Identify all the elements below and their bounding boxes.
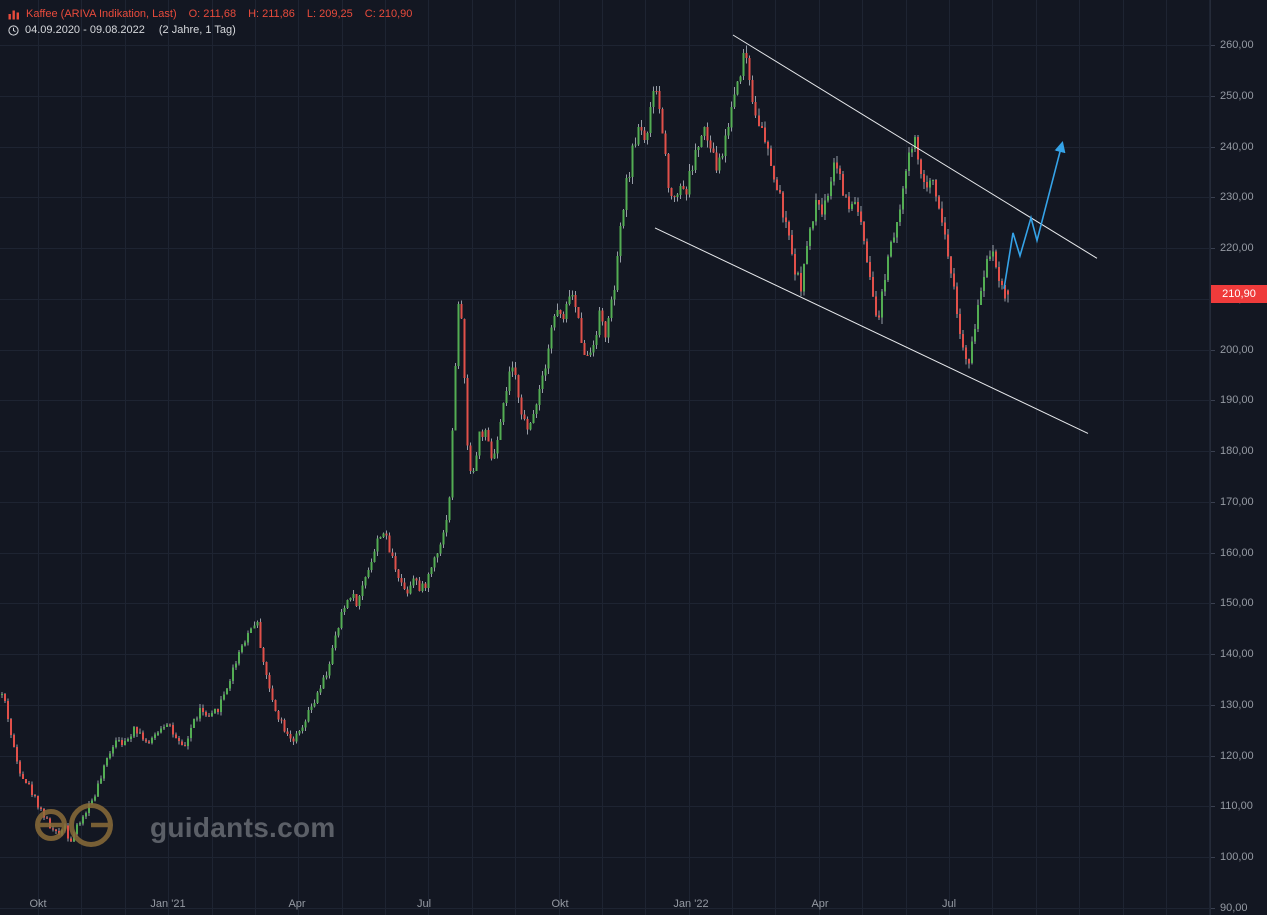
watermark: guidants.com (30, 796, 336, 859)
ohlc-open: O: 211,68 (188, 8, 237, 20)
y-axis-label: 100,00 (1211, 851, 1267, 863)
x-axis-label: Apr (288, 898, 306, 910)
period-label: (2 Jahre, 1 Tag) (158, 24, 236, 36)
last-price-badge: 210,90 (1211, 285, 1267, 304)
y-axis-label: 230,00 (1211, 191, 1267, 203)
instrument-icon (8, 8, 20, 20)
x-axis-label: Jan '22 (673, 898, 709, 910)
last-price-value: 210,90 (1222, 288, 1256, 301)
y-axis-label: 120,00 (1211, 750, 1267, 762)
candle-wicks (1, 45, 1009, 843)
ohlc-low: L: 209,25 (306, 8, 353, 20)
y-axis-label: 260,00 (1211, 39, 1267, 51)
clock-icon (8, 24, 19, 36)
watermark-text: guidants.com (150, 811, 336, 843)
instrument-title: Kaffee (ARIVA Indikation, Last) (26, 8, 177, 20)
chart-header: Kaffee (ARIVA Indikation, Last) O: 211,68… (8, 6, 412, 38)
y-axis-label: 180,00 (1211, 445, 1267, 457)
x-axis-label: Jul (416, 898, 432, 910)
trendline-1[interactable] (732, 34, 1098, 259)
grid (0, 0, 1210, 915)
down-candle-bodies (4, 53, 1009, 842)
x-axis-label: Jan '21 (150, 898, 186, 910)
time-axis[interactable]: Okt Jan '21 Apr Jul Okt Jan '22 Apr Jul (0, 895, 1267, 915)
guidants-logo-icon (30, 796, 132, 859)
ohlc-high: H: 211,86 (248, 8, 295, 20)
y-axis-label: 240,00 (1211, 141, 1267, 153)
x-axis-label: Okt (29, 898, 47, 910)
y-axis-label: 190,00 (1211, 394, 1267, 406)
y-axis-label: 130,00 (1211, 699, 1267, 711)
y-axis-label: 200,00 (1211, 344, 1267, 356)
date-range: 04.09.2020 - 09.08.2022 (25, 24, 145, 36)
y-axis-label: 140,00 (1211, 648, 1267, 660)
forecast-arrow[interactable] (1003, 141, 1066, 289)
ohlc-close: C: 210,90 (364, 8, 413, 20)
x-axis-label: Okt (551, 898, 569, 910)
price-chart[interactable] (0, 0, 1210, 915)
y-axis-label: 150,00 (1211, 597, 1267, 609)
y-axis-label: 250,00 (1211, 90, 1267, 102)
trendline-2[interactable] (654, 227, 1089, 434)
y-axis-label: 220,00 (1211, 242, 1267, 254)
x-axis-label: Apr (811, 898, 829, 910)
price-axis[interactable]: 260,00250,00240,00230,00220,00210,00200,… (1210, 0, 1267, 915)
y-axis-label: 160,00 (1211, 547, 1267, 559)
y-axis-label: 170,00 (1211, 496, 1267, 508)
y-axis-label: 110,00 (1211, 800, 1267, 812)
y-axis-label: 90,00 (1211, 902, 1267, 914)
x-axis-label: Jul (941, 898, 957, 910)
up-candle-bodies (1, 53, 994, 842)
